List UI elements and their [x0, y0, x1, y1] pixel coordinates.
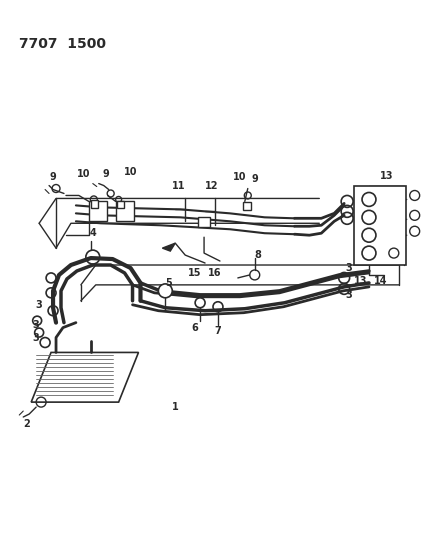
Text: 16: 16 — [208, 268, 222, 278]
Text: 6: 6 — [192, 322, 199, 333]
Text: 3: 3 — [33, 320, 39, 329]
Text: 14: 14 — [374, 276, 388, 286]
Text: 3: 3 — [346, 290, 353, 300]
Text: 13: 13 — [380, 171, 394, 181]
Text: 13: 13 — [354, 276, 368, 286]
Text: 7707  1500: 7707 1500 — [19, 37, 106, 52]
Text: 9: 9 — [50, 172, 56, 182]
Text: 4: 4 — [89, 228, 96, 238]
Text: 10: 10 — [124, 167, 137, 176]
Text: 3: 3 — [33, 333, 39, 343]
Bar — [354, 185, 406, 265]
Polygon shape — [162, 243, 175, 251]
Bar — [243, 203, 251, 211]
Bar — [117, 201, 124, 208]
Circle shape — [158, 284, 172, 298]
Text: 8: 8 — [254, 250, 261, 260]
Text: 10: 10 — [233, 172, 247, 182]
Text: 15: 15 — [188, 268, 202, 278]
Text: 9: 9 — [102, 168, 109, 179]
Bar — [89, 201, 107, 221]
Text: 3: 3 — [36, 300, 42, 310]
Text: 1: 1 — [172, 402, 178, 412]
Text: 11: 11 — [172, 181, 185, 190]
Text: 7: 7 — [214, 326, 221, 336]
Polygon shape — [31, 352, 139, 402]
Text: 5: 5 — [165, 278, 172, 288]
Text: 9: 9 — [251, 174, 258, 183]
Text: 2: 2 — [23, 419, 30, 429]
Text: 12: 12 — [205, 181, 219, 190]
Bar — [198, 217, 210, 227]
Text: 10: 10 — [77, 168, 91, 179]
Bar — [116, 201, 134, 221]
Text: 3: 3 — [346, 263, 353, 273]
Bar — [91, 200, 98, 208]
